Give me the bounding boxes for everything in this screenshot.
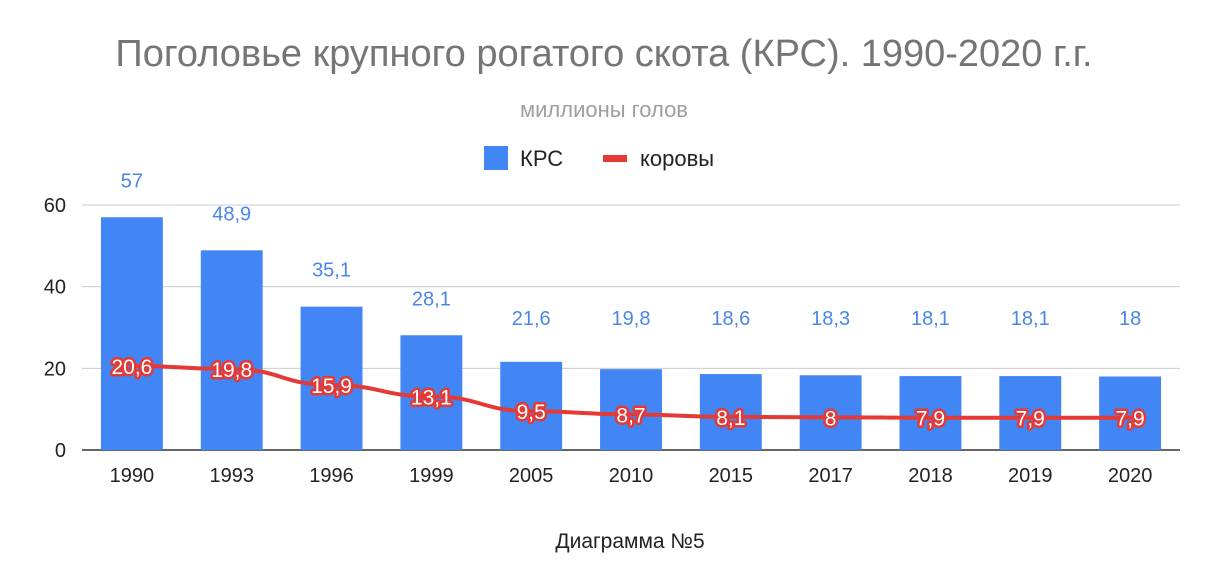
line-data-label: 20,6 <box>111 356 152 379</box>
bar-data-label: 48,9 <box>212 203 251 225</box>
x-tick-label: 2017 <box>808 465 853 487</box>
x-tick-label: 1993 <box>209 465 254 487</box>
x-tick-label: 2015 <box>709 465 754 487</box>
legend: КРС коровы <box>484 146 714 171</box>
line-data-label: 7,9 <box>916 408 945 431</box>
bar-data-label: 21,6 <box>512 308 551 330</box>
line-series <box>129 363 1133 420</box>
bar-krs-1996 <box>300 306 363 450</box>
y-axis: 0 20 40 60 <box>44 195 66 462</box>
bar-krs-2010 <box>600 369 662 450</box>
bar-krs-2017 <box>799 375 862 450</box>
line-data-label: 8,1 <box>716 407 745 430</box>
y-tick-label: 20 <box>44 358 66 380</box>
line-data-label: 8 <box>825 407 837 430</box>
bar-data-label: 19,8 <box>612 308 651 330</box>
legend-label-cows: коровы <box>640 146 714 171</box>
bar-data-labels: 57 48,9 35,1 28,1 21,6 19,8 18,6 18,3 18,1 18,1 18 <box>121 170 1141 330</box>
bar-series <box>100 217 1162 450</box>
line-data-label: 9,5 <box>517 401 546 424</box>
y-tick-label: 60 <box>44 195 66 217</box>
legend-swatch-krs <box>484 146 508 170</box>
bar-krs-1993 <box>200 250 263 450</box>
line-data-label: 8,7 <box>616 404 645 427</box>
bar-data-label: 57 <box>121 170 143 192</box>
bar-data-label: 18,1 <box>1011 308 1050 330</box>
line-data-label: 7,9 <box>1016 408 1045 431</box>
bar-krs-2020 <box>1099 376 1162 450</box>
line-data-label: 19,8 <box>211 359 252 382</box>
legend-swatch-cows <box>603 155 627 162</box>
line-data-label: 7,9 <box>1115 408 1144 431</box>
bar-data-label: 18,3 <box>811 308 850 330</box>
x-axis: 1990 1993 1996 1999 2005 2010 2015 2017 2018 2019… <box>110 465 1153 487</box>
x-tick-label: 1996 <box>309 465 354 487</box>
line-cows <box>129 363 1133 420</box>
bar-krs-2019 <box>999 376 1062 450</box>
line-data-labels: 20,6 19,8 15,9 13,1 9,5 8,7 8,1 8 7,9 7,9 7,9 <box>109 353 1147 433</box>
x-tick-label: 2010 <box>609 465 654 487</box>
x-tick-label: 2019 <box>1008 465 1053 487</box>
bar-krs-1990 <box>100 217 163 450</box>
y-tick-label: 0 <box>55 440 66 462</box>
x-tick-label: 2020 <box>1108 465 1153 487</box>
bar-data-label: 28,1 <box>412 288 451 310</box>
y-tick-label: 40 <box>44 277 66 299</box>
x-tick-label: 2018 <box>908 465 953 487</box>
chart-title: Поголовье крупного рогатого скота (КРС).… <box>115 33 1092 75</box>
x-tick-label: 2005 <box>509 465 554 487</box>
bar-data-label: 35,1 <box>312 260 351 282</box>
line-data-label: 13,1 <box>411 387 452 410</box>
bar-krs-2015 <box>699 374 762 450</box>
legend-label-krs: КРС <box>520 146 563 171</box>
bar-krs-1999 <box>400 335 463 450</box>
x-tick-label: 1990 <box>110 465 155 487</box>
bar-data-label: 18 <box>1119 308 1141 330</box>
bar-data-label: 18,1 <box>911 308 950 330</box>
bar-krs-2018 <box>899 376 962 450</box>
bar-data-label: 18,6 <box>711 308 750 330</box>
x-tick-label: 1999 <box>409 465 454 487</box>
chart-subtitle: миллионы голов <box>520 97 688 122</box>
line-data-label: 15,9 <box>311 375 352 398</box>
bar-krs-2005 <box>500 361 563 450</box>
x-axis-title: Диаграмма №5 <box>555 530 704 553</box>
